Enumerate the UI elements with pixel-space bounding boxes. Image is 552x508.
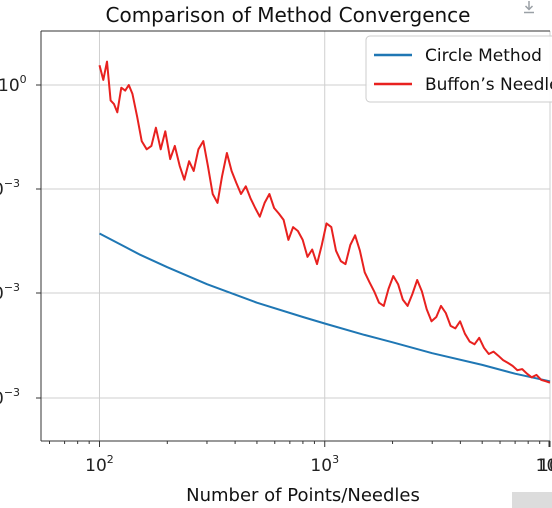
axes (36, 30, 551, 447)
y-tick-label: 100 (0, 73, 27, 96)
scroll-corner (512, 492, 552, 508)
series-layer (98, 60, 551, 384)
x-tick-label: 104 (536, 453, 552, 476)
x-tick-label: 10 (538, 456, 552, 476)
y-tick-label: 0−3 (0, 281, 20, 304)
tick-labels: 102 103 10410 100 0−3 0−3 0−3 (0, 73, 552, 476)
legend-label-circle-method: Circle Method (425, 46, 542, 66)
y-tick-label: 0−3 (0, 386, 20, 409)
legend: Circle Method Buffon’s Needle (365, 35, 552, 103)
x-tick-label: 102 (85, 453, 114, 476)
legend-box (365, 35, 552, 103)
chart-title: Comparison of Method Convergence (106, 3, 471, 27)
legend-label-buffons-needle: Buffon’s Needle (425, 75, 552, 95)
series-line-buffons-needle (98, 60, 551, 384)
x-axis-label: Number of Points/Needles (186, 485, 420, 506)
y-tick-label: 0−3 (0, 177, 20, 200)
download-icon[interactable] (522, 0, 536, 14)
series-line-circle-method (99, 232, 551, 383)
x-tick-label: 103 (310, 453, 339, 476)
